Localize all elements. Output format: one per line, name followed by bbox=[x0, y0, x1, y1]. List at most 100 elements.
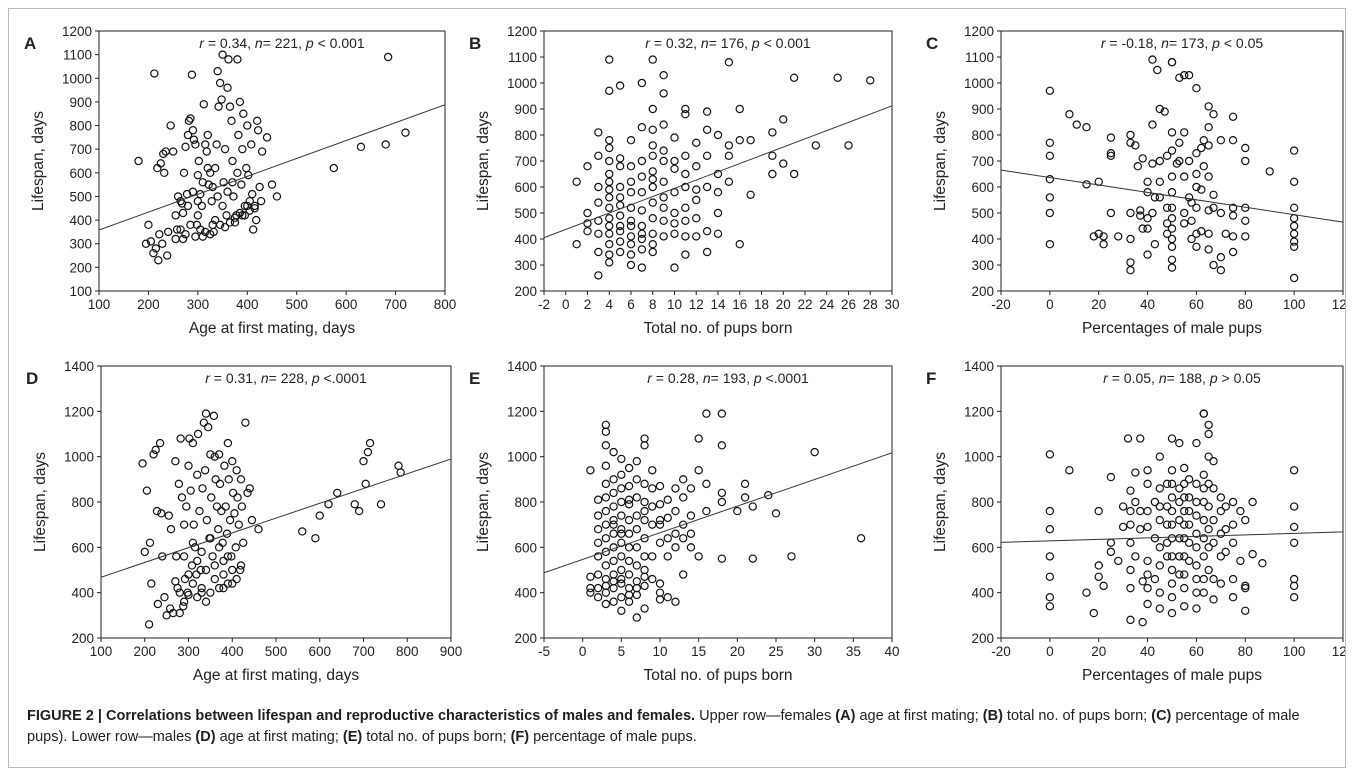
data-point bbox=[401, 128, 410, 137]
data-point bbox=[679, 570, 688, 579]
data-point bbox=[160, 168, 169, 178]
data-point bbox=[227, 552, 236, 561]
y-tick-label: 400 bbox=[971, 232, 994, 247]
data-point bbox=[230, 213, 240, 222]
data-point bbox=[1228, 135, 1238, 145]
data-point bbox=[249, 225, 258, 234]
data-point bbox=[1248, 549, 1257, 559]
data-point bbox=[626, 232, 636, 241]
data-point bbox=[365, 438, 375, 448]
scatter-plot-grid: 100 200 300 400 500 600 700 8001002003004005006… bbox=[24, 24, 1345, 684]
data-point bbox=[1184, 70, 1194, 80]
data-point bbox=[692, 161, 701, 171]
data-point bbox=[601, 506, 611, 516]
data-point bbox=[146, 237, 156, 246]
data-point bbox=[771, 509, 781, 518]
data-point bbox=[663, 513, 672, 523]
data-point bbox=[624, 463, 634, 473]
data-point bbox=[624, 529, 634, 538]
data-point bbox=[1114, 556, 1123, 566]
data-point bbox=[648, 198, 657, 207]
data-point bbox=[605, 55, 614, 64]
data-point bbox=[632, 583, 642, 593]
data-point bbox=[214, 450, 224, 459]
data-point bbox=[1216, 135, 1226, 145]
data-point bbox=[671, 484, 680, 493]
x-tick-label: 100 bbox=[1283, 297, 1306, 312]
data-point bbox=[659, 177, 668, 186]
data-point bbox=[1167, 534, 1177, 543]
stats-symbol: p bbox=[1211, 35, 1220, 51]
data-point bbox=[1289, 229, 1299, 238]
data-point bbox=[206, 450, 215, 459]
y-tick-label: 1000 bbox=[507, 450, 537, 465]
data-point bbox=[1199, 588, 1208, 597]
data-point bbox=[187, 561, 197, 570]
x-tick-label: 30 bbox=[884, 297, 899, 312]
caption-text: Upper row—females bbox=[695, 708, 836, 724]
data-point bbox=[1192, 529, 1201, 538]
data-point bbox=[245, 484, 254, 493]
data-point bbox=[713, 169, 723, 179]
data-point bbox=[234, 520, 244, 529]
data-point bbox=[1192, 479, 1201, 489]
data-point bbox=[609, 515, 618, 525]
x-tick-label: 20 bbox=[1091, 644, 1106, 659]
data-point bbox=[192, 570, 201, 579]
data-point bbox=[768, 169, 777, 179]
data-point bbox=[626, 177, 636, 186]
data-point bbox=[640, 497, 649, 507]
data-point bbox=[394, 461, 403, 470]
data-point bbox=[1184, 520, 1194, 529]
data-point bbox=[1180, 520, 1189, 529]
data-point bbox=[648, 466, 657, 475]
data-point bbox=[624, 515, 634, 525]
data-point bbox=[1175, 497, 1184, 507]
data-point bbox=[605, 135, 614, 145]
data-point bbox=[586, 572, 595, 582]
data-point bbox=[601, 461, 611, 470]
data-point bbox=[1143, 570, 1152, 579]
data-point bbox=[615, 211, 625, 220]
data-point bbox=[594, 271, 603, 280]
data-point bbox=[671, 529, 680, 538]
y-tick-label: 1200 bbox=[64, 404, 94, 419]
data-point bbox=[232, 574, 241, 584]
data-point bbox=[615, 81, 625, 90]
data-point bbox=[1148, 208, 1157, 218]
data-point bbox=[692, 232, 701, 241]
data-point bbox=[1216, 579, 1226, 588]
x-tick-label: 700 bbox=[384, 297, 407, 312]
y-tick-label: 200 bbox=[69, 260, 92, 275]
data-point bbox=[1228, 574, 1238, 584]
data-point bbox=[184, 116, 194, 126]
data-point bbox=[361, 479, 370, 489]
data-point bbox=[637, 156, 647, 166]
data-point bbox=[1167, 466, 1177, 475]
data-point bbox=[179, 168, 189, 178]
data-point bbox=[659, 203, 668, 212]
stats-symbol: n bbox=[261, 370, 269, 386]
stats-value: = 0.34, bbox=[204, 35, 255, 51]
x-tick-label: 8 bbox=[649, 297, 657, 312]
data-point bbox=[160, 593, 169, 602]
data-point bbox=[648, 574, 657, 584]
stats-value: = 221, bbox=[263, 35, 306, 51]
data-point bbox=[1184, 156, 1194, 166]
data-point bbox=[156, 159, 165, 168]
data-point bbox=[1180, 172, 1189, 181]
data-point bbox=[231, 543, 240, 552]
data-point bbox=[315, 511, 324, 520]
data-point bbox=[1228, 211, 1238, 220]
data-point bbox=[158, 239, 167, 248]
data-point bbox=[1289, 146, 1299, 155]
data-point bbox=[176, 434, 185, 443]
data-point bbox=[359, 457, 368, 466]
data-point bbox=[1045, 450, 1055, 459]
data-point bbox=[632, 590, 642, 600]
data-point bbox=[1126, 486, 1135, 495]
x-tick-label: 30 bbox=[807, 644, 822, 659]
data-point bbox=[214, 583, 224, 593]
data-point bbox=[1143, 466, 1152, 475]
x-tick-label: 700 bbox=[352, 644, 375, 659]
